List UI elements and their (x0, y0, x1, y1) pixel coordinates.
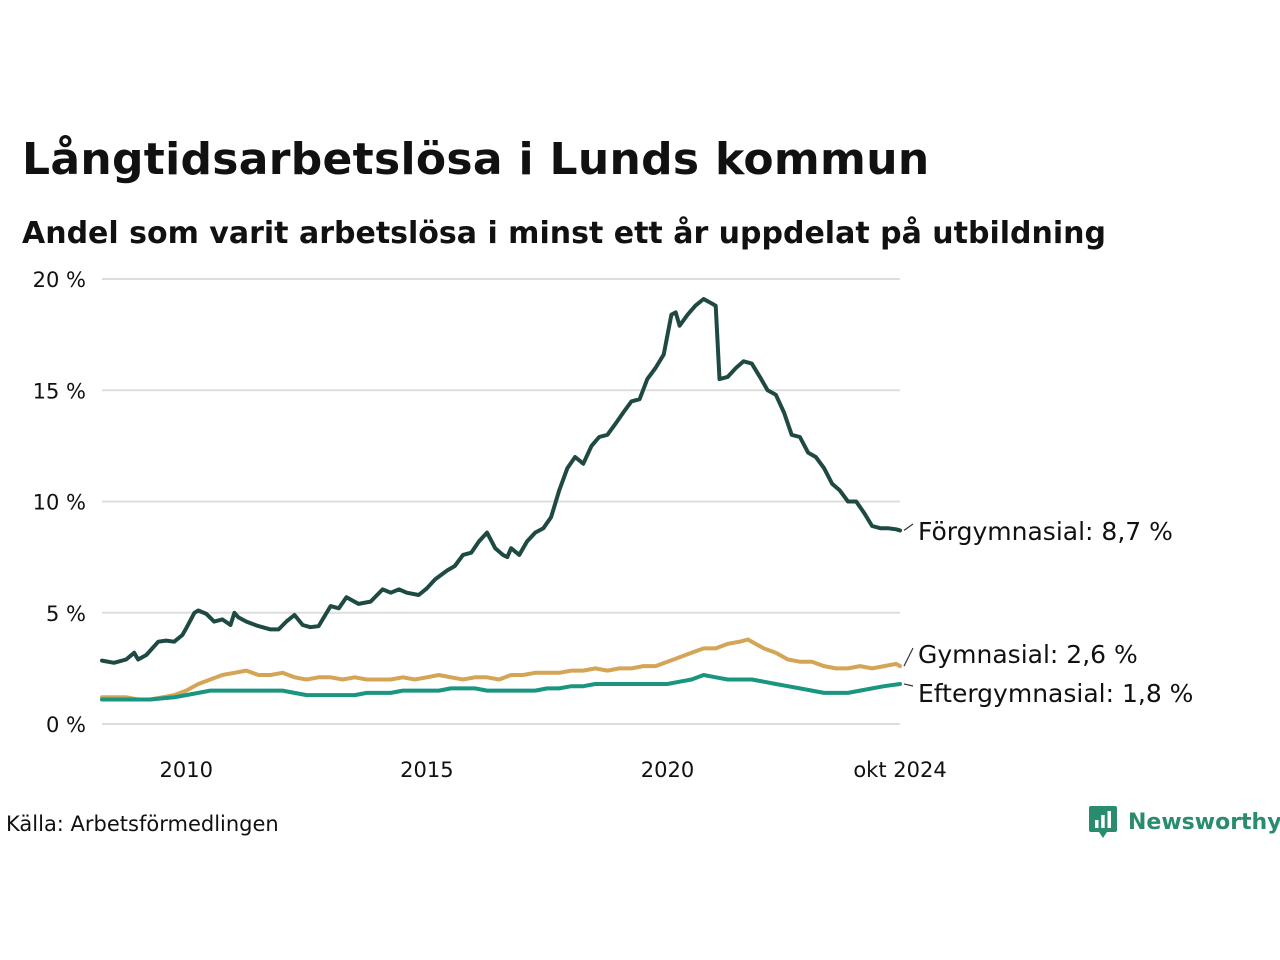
series-lines (100, 297, 902, 702)
brand-logo: Newsworthy (1088, 804, 1280, 840)
y-tick-label: 15 % (33, 379, 86, 403)
label-leader-forgymnasial (903, 523, 914, 531)
label-leader-gymnasial (903, 647, 914, 667)
x-tick-label: 2015 (400, 758, 453, 782)
y-tick-label: 0 % (46, 713, 86, 737)
y-tick-label: 10 % (33, 491, 86, 515)
x-tick-label: 2020 (641, 758, 694, 782)
series-line-eftergymnasial (100, 673, 902, 702)
source-note: Källa: Arbetsförmedlingen (6, 812, 279, 836)
newsworthy-logo-icon (1089, 806, 1117, 838)
series-end-label-eftergymnasial: Eftergymnasial: 1,8 % (918, 679, 1193, 708)
x-tick-label: okt 2024 (853, 758, 946, 782)
series-end-labels: Förgymnasial: 8,7 % Gymnasial: 2,6 % Efter… (903, 517, 1193, 708)
chart-title: Långtidsarbetslösa i Lunds kommun (22, 134, 930, 185)
series-line-forgymnasial (100, 297, 902, 665)
series-line-gymnasial (100, 637, 902, 702)
series-end-label-forgymnasial: Förgymnasial: 8,7 % (918, 517, 1173, 546)
x-axis-ticks: 2010 2015 2020 okt 2024 (160, 758, 947, 782)
y-axis-ticks: 0 % 5 % 10 % 15 % 20 % (33, 268, 86, 737)
label-leader-eftergymnasial (903, 683, 914, 687)
brand-name: Newsworthy (1128, 809, 1280, 835)
series-end-label-gymnasial: Gymnasial: 2,6 % (918, 640, 1138, 669)
y-tick-label: 20 % (33, 268, 86, 292)
chart-subtitle: Andel som varit arbetslösa i minst ett å… (22, 216, 1106, 251)
y-tick-label: 5 % (46, 602, 86, 626)
x-tick-label: 2010 (160, 758, 213, 782)
